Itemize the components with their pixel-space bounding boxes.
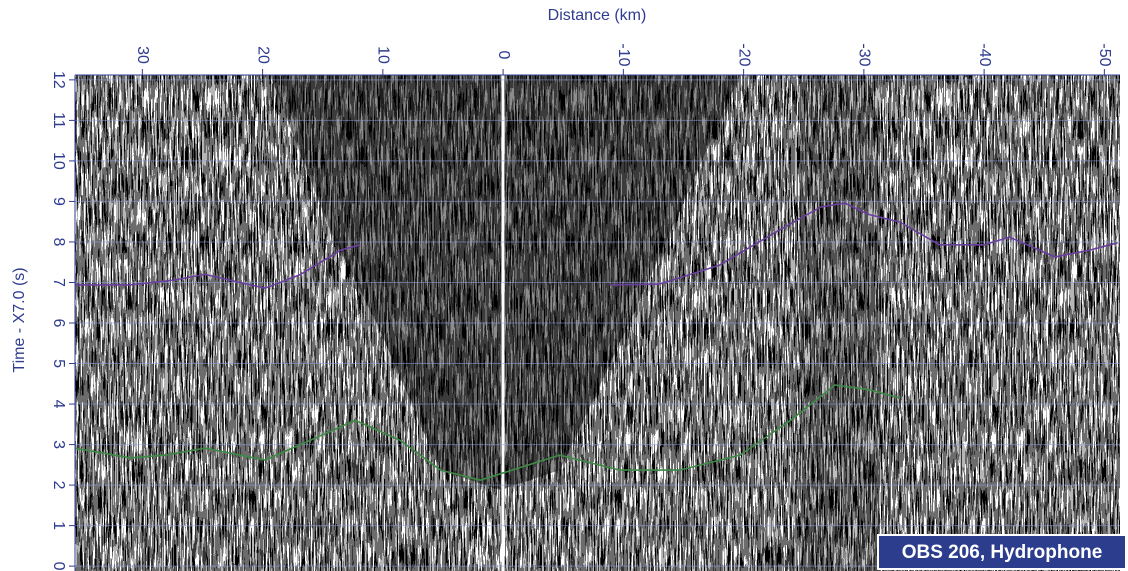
y-tick-label: 6 [50,319,67,328]
x-axis-title: Distance (km) [548,7,647,24]
x-tick-label: 0 [495,51,512,60]
y-tick-label: 12 [50,71,67,89]
annotation: OBS 206, Hydrophone [902,542,1103,563]
y-tick-label: 4 [50,400,67,409]
y-tick-label: 3 [50,440,67,449]
y-tick-label: 8 [50,238,67,247]
x-tick-label: 10 [375,46,392,64]
pick-line [75,202,1118,290]
y-tick-label: 10 [50,152,67,170]
x-tick-label: -30 [856,43,873,66]
y-tick-label: 2 [50,481,67,490]
x-tick-label: 30 [134,46,151,64]
x-tick-label: -40 [976,43,993,66]
y-tick-label: 5 [50,359,67,368]
x-tick-label: -20 [735,43,752,66]
y-tick-label: 1 [50,521,67,530]
pick-line [74,384,901,482]
x-tick-label: 20 [254,46,271,64]
x-tick-label: -10 [615,43,632,66]
y-axis-title: Time - X7.0 (s) [11,267,28,372]
annotation-box [877,534,1127,570]
y-tick-label: 11 [50,112,67,129]
y-tick-label: 7 [50,278,67,287]
x-tick-label: -50 [1096,43,1113,66]
y-tick-label: 0 [50,562,67,571]
y-tick-label: 9 [50,197,67,206]
